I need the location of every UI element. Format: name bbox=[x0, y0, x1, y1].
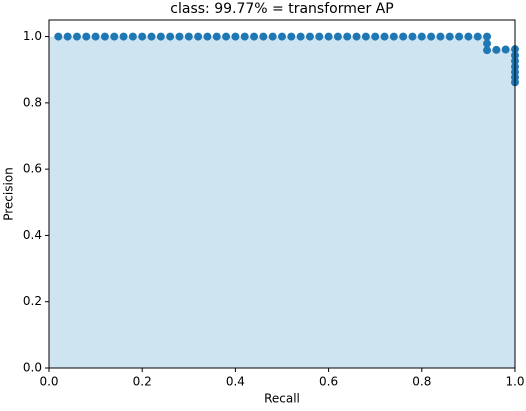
point bbox=[54, 32, 63, 41]
point bbox=[119, 32, 128, 41]
point bbox=[417, 32, 426, 41]
x-tick-label: 1.0 bbox=[505, 375, 524, 389]
x-tick-label: 0.0 bbox=[39, 375, 58, 389]
point bbox=[427, 32, 436, 41]
point bbox=[212, 32, 221, 41]
point bbox=[408, 32, 417, 41]
y-tick-label: 1.0 bbox=[23, 29, 42, 43]
point bbox=[492, 45, 501, 54]
point bbox=[343, 32, 352, 41]
point bbox=[147, 32, 156, 41]
point bbox=[63, 32, 72, 41]
point bbox=[259, 32, 268, 41]
point bbox=[464, 32, 473, 41]
pr-area bbox=[49, 36, 515, 368]
plot-frame bbox=[48, 19, 516, 369]
x-tick-label: 0.4 bbox=[226, 375, 245, 389]
point bbox=[333, 32, 342, 41]
point bbox=[175, 32, 184, 41]
point bbox=[399, 32, 408, 41]
point bbox=[250, 32, 259, 41]
point bbox=[110, 32, 119, 41]
x-axis-label: Recall bbox=[264, 392, 300, 406]
point bbox=[455, 32, 464, 41]
x-tick-label: 0.6 bbox=[319, 375, 338, 389]
y-tick-label: 0.0 bbox=[23, 361, 42, 375]
point bbox=[156, 32, 165, 41]
point bbox=[203, 32, 212, 41]
point bbox=[128, 32, 137, 41]
point bbox=[91, 32, 100, 41]
point bbox=[483, 39, 492, 48]
y-axis-label: Precision bbox=[2, 167, 16, 221]
x-tick-label: 0.2 bbox=[133, 375, 152, 389]
point bbox=[222, 32, 231, 41]
point bbox=[315, 32, 324, 41]
point bbox=[287, 32, 296, 41]
point bbox=[473, 32, 482, 41]
y-tick-label: 0.4 bbox=[23, 228, 42, 242]
point bbox=[268, 32, 277, 41]
point bbox=[371, 32, 380, 41]
point bbox=[324, 32, 333, 41]
point bbox=[194, 32, 203, 41]
point bbox=[82, 32, 91, 41]
y-tick-label: 0.6 bbox=[23, 162, 42, 176]
point bbox=[100, 32, 109, 41]
point bbox=[361, 32, 370, 41]
point bbox=[305, 32, 314, 41]
point bbox=[445, 32, 454, 41]
point bbox=[436, 32, 445, 41]
point bbox=[166, 32, 175, 41]
y-tick-label: 0.2 bbox=[23, 294, 42, 308]
point bbox=[240, 32, 249, 41]
point bbox=[296, 32, 305, 41]
point bbox=[138, 32, 147, 41]
y-tick-label: 0.8 bbox=[23, 95, 42, 109]
point bbox=[72, 32, 81, 41]
point bbox=[483, 32, 492, 41]
x-tick-label: 0.8 bbox=[412, 375, 431, 389]
point bbox=[184, 32, 193, 41]
chart-title: class: 99.77% = transformer AP bbox=[170, 1, 393, 17]
point bbox=[501, 45, 510, 54]
point bbox=[380, 32, 389, 41]
point bbox=[389, 32, 398, 41]
point bbox=[483, 46, 492, 55]
point bbox=[352, 32, 361, 41]
point bbox=[231, 32, 240, 41]
point bbox=[278, 32, 286, 41]
